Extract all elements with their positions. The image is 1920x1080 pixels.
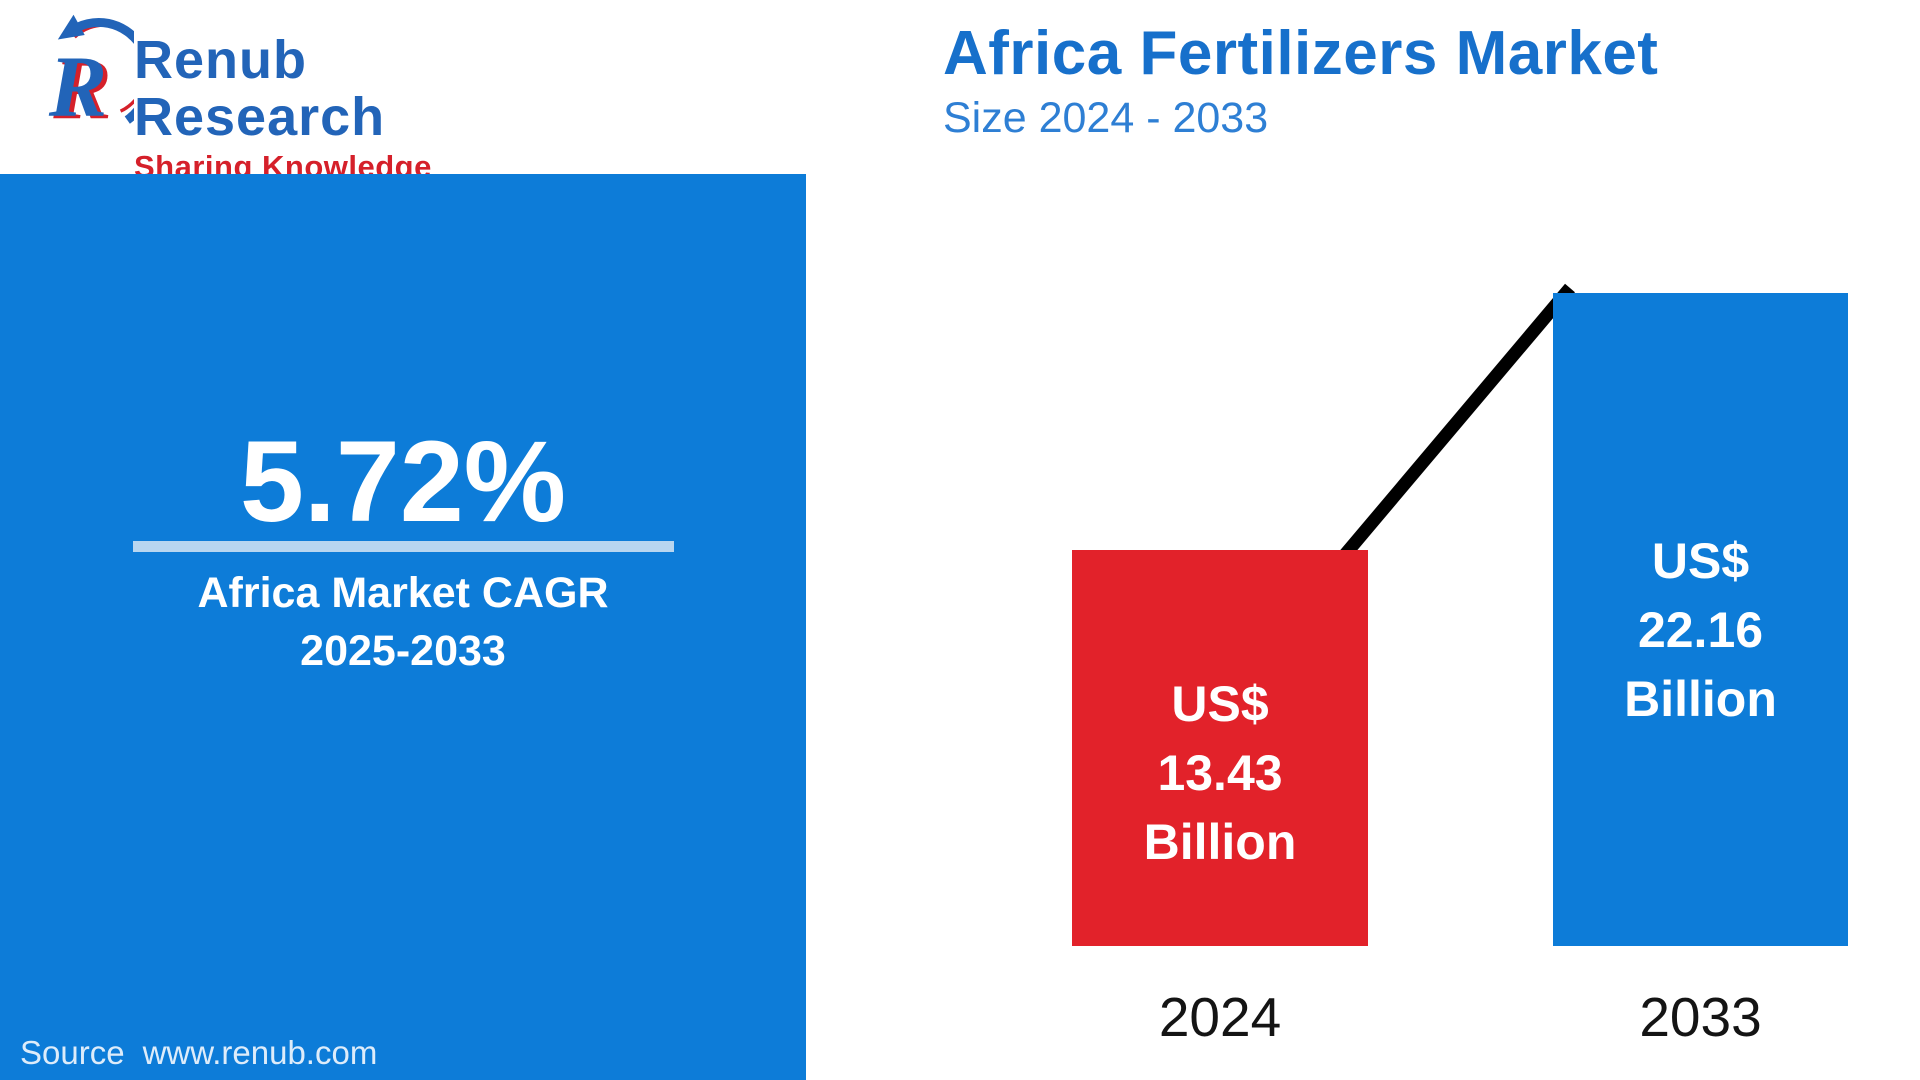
bar-2033-value-label: US$ 22.16 Billion [1553,527,1848,734]
renub-logo-icon: R R [48,14,134,137]
logo-company-name: Renub Research [134,30,386,147]
bar-2033-label-unit: Billion [1624,671,1777,727]
bar-2024-label-currency: US$ [1171,676,1269,732]
source-line: Source www.renub.com [20,1034,377,1072]
cagr-panel: 5.72% Africa Market CAGR 2025-2033 Sourc… [0,174,806,1080]
bar-2024-label-amount: 13.43 [1157,745,1283,801]
title-block: Africa Fertilizers Market Size 2024 - 20… [943,19,1659,143]
cagr-value: 5.72% [239,418,567,546]
source-url: www.renub.com [142,1034,378,1071]
svg-text:R: R [48,38,107,135]
cagr-label-line2: 2025-2033 [300,627,506,675]
x-axis-label-2033: 2033 [1639,986,1762,1048]
bar-2033-label-currency: US$ [1651,533,1750,589]
bar-2033-label-amount: 22.16 [1637,602,1764,658]
page-title: Africa Fertilizers Market [943,19,1659,88]
page-subtitle: Size 2024 - 2033 [943,94,1269,143]
bar-2024-label-unit: Billion [1143,814,1297,870]
bar-2024-value-label: US$ 13.43 Billion [1072,670,1368,877]
cagr-label-line1: Africa Market CAGR [197,569,609,617]
svg-text:R: R [52,40,111,137]
source-label: Source [20,1034,125,1071]
cagr-label: Africa Market CAGR 2025-2033 [0,564,806,680]
bar-2033 [1553,293,1848,946]
bar-2024 [1072,550,1368,946]
cagr-divider [133,541,674,552]
x-axis-label-2024: 2024 [1158,986,1282,1048]
